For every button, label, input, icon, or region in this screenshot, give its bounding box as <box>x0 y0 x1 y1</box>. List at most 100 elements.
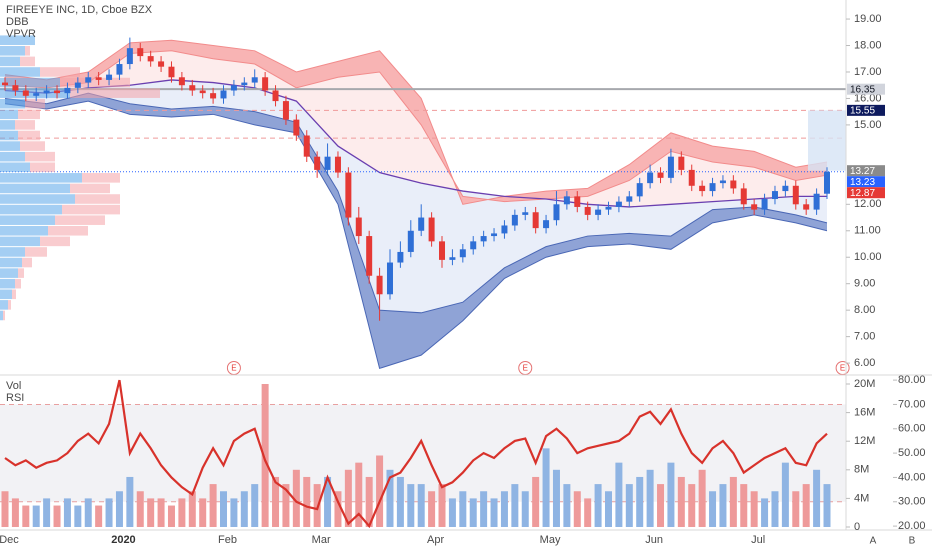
volume-bar <box>84 498 92 527</box>
x-tick-label: Jul <box>751 534 765 546</box>
volume-bar <box>126 476 134 527</box>
volume-bar <box>74 505 82 527</box>
candle-body <box>501 225 508 234</box>
price-label: 15.55 <box>850 105 875 116</box>
toolbar-button[interactable]: A <box>870 536 877 547</box>
candle-body <box>761 199 768 210</box>
volume-bar <box>407 484 415 527</box>
vpvr-up <box>0 225 48 236</box>
volume-bar <box>324 476 332 527</box>
volume-bar <box>781 462 789 527</box>
candle-body <box>543 220 550 229</box>
price-label: 13.27 <box>850 166 875 177</box>
candle-body <box>33 93 40 96</box>
earnings-label: E <box>523 364 528 373</box>
y2-tick-label: 40.00 <box>898 471 926 483</box>
candle-body <box>647 172 654 184</box>
vpvr-down <box>20 141 45 151</box>
volume-bar <box>719 484 727 527</box>
candle-body <box>522 212 529 215</box>
volume-bar <box>115 491 123 527</box>
candle-body <box>220 90 227 99</box>
x-tick-label: 2020 <box>111 534 135 546</box>
y2-tick-label: 20.00 <box>898 520 926 532</box>
candle-body <box>719 180 726 184</box>
vpvr-down <box>18 130 40 141</box>
volume-bar <box>396 476 404 527</box>
candle-body <box>324 156 331 170</box>
vpvr-down <box>12 289 16 300</box>
vpvr-up <box>0 130 18 141</box>
candle-body <box>303 135 310 157</box>
volume-bar <box>178 498 186 527</box>
vpvr-up <box>0 173 82 183</box>
vpvr-up <box>0 109 18 120</box>
candle-body <box>470 241 477 250</box>
volume-bar <box>688 484 696 527</box>
band-line <box>4 50 828 203</box>
volume-bar <box>53 505 61 527</box>
x-tick-label: Jun <box>645 534 663 546</box>
vpvr-up <box>0 310 3 321</box>
indicator-pane <box>0 379 846 529</box>
volume-bar <box>563 484 571 527</box>
vpvr-up <box>0 67 40 77</box>
candle-body <box>782 185 789 192</box>
toolbar-button[interactable]: B <box>909 536 916 547</box>
volume-bar <box>657 484 665 527</box>
volume-bar <box>500 491 508 527</box>
vpvr-up <box>0 98 25 109</box>
volume-bar <box>261 384 269 527</box>
x-tick-label: Apr <box>427 534 444 546</box>
candle-body <box>615 201 622 207</box>
candle-body <box>2 82 8 86</box>
vpvr-down <box>40 67 80 77</box>
volume-bar <box>584 498 592 527</box>
candle-body <box>210 93 217 99</box>
candle-body <box>293 119 300 136</box>
y-tick-label: 6.00 <box>854 357 875 369</box>
candle-body <box>699 185 706 192</box>
candle-body <box>272 90 279 102</box>
candle-body <box>54 90 61 94</box>
y-tick-label: 16.00 <box>854 92 882 104</box>
vpvr-up <box>0 183 70 194</box>
vpvr-down <box>30 162 55 173</box>
candle-body <box>407 230 414 252</box>
volume-bar <box>677 476 685 527</box>
vpvr-up <box>0 141 20 151</box>
y2-tick-label: 80.00 <box>898 374 926 386</box>
candle-body <box>824 171 830 194</box>
vpvr-up <box>0 215 55 225</box>
vpvr-up <box>0 289 12 300</box>
volume-bar <box>469 498 477 527</box>
y-tick-label: 19.00 <box>854 13 882 25</box>
y-tick-label: 8.00 <box>854 304 875 316</box>
vpvr-down <box>15 278 21 289</box>
rsi-line <box>4 379 828 529</box>
volume-bar <box>209 484 217 527</box>
vpvr-up <box>0 194 75 204</box>
price-label-box <box>847 187 885 199</box>
candle-body <box>12 85 19 91</box>
x-tick-label: Feb <box>218 534 237 546</box>
candle-body <box>199 90 206 94</box>
earnings-label: E <box>840 364 845 373</box>
volume-bar <box>552 469 560 527</box>
vpvr-down <box>62 204 120 215</box>
volume-bar <box>573 491 581 527</box>
price-label-box <box>847 104 885 116</box>
candle-body <box>386 262 393 295</box>
band-line <box>4 39 828 205</box>
volume-bar <box>490 498 498 527</box>
vpvr-down <box>15 120 35 130</box>
volume-bar <box>823 484 831 527</box>
y-tick-label: 12.00 <box>854 198 882 210</box>
volume-bar <box>511 484 519 527</box>
vpvr-down <box>70 88 160 98</box>
vpvr-down <box>40 236 70 247</box>
volume-bar <box>1 491 9 527</box>
earnings-label: E <box>231 364 236 373</box>
